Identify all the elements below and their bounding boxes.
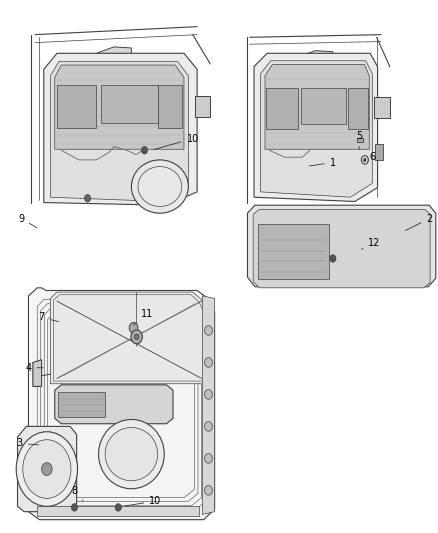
Text: 3: 3 xyxy=(17,439,39,448)
Polygon shape xyxy=(247,205,436,287)
Text: 8: 8 xyxy=(71,487,83,501)
Polygon shape xyxy=(375,144,383,160)
Circle shape xyxy=(330,255,336,262)
Polygon shape xyxy=(374,97,390,118)
Circle shape xyxy=(141,147,148,154)
Circle shape xyxy=(131,330,142,344)
Ellipse shape xyxy=(99,419,164,489)
Polygon shape xyxy=(55,65,184,149)
Circle shape xyxy=(16,432,78,506)
Text: 12: 12 xyxy=(362,238,381,249)
Text: 11: 11 xyxy=(134,310,153,325)
Text: 7: 7 xyxy=(39,312,59,322)
Polygon shape xyxy=(301,88,346,124)
Polygon shape xyxy=(158,85,182,128)
Ellipse shape xyxy=(131,160,188,213)
Polygon shape xyxy=(195,96,210,117)
Polygon shape xyxy=(53,295,205,381)
Circle shape xyxy=(205,486,212,495)
Circle shape xyxy=(364,158,366,161)
Polygon shape xyxy=(266,88,298,129)
Polygon shape xyxy=(265,64,369,149)
Circle shape xyxy=(129,322,138,333)
Circle shape xyxy=(205,422,212,431)
Circle shape xyxy=(205,358,212,367)
Text: 5: 5 xyxy=(356,131,362,149)
Polygon shape xyxy=(202,296,215,514)
Text: 6: 6 xyxy=(364,152,375,162)
Text: 10: 10 xyxy=(154,134,199,150)
Polygon shape xyxy=(50,61,188,201)
Polygon shape xyxy=(37,506,199,516)
Polygon shape xyxy=(33,360,42,386)
Polygon shape xyxy=(28,288,215,520)
Circle shape xyxy=(85,195,91,202)
Text: 10: 10 xyxy=(125,496,162,506)
Circle shape xyxy=(115,504,121,511)
Circle shape xyxy=(205,390,212,399)
Circle shape xyxy=(42,463,52,475)
Polygon shape xyxy=(261,61,372,197)
Ellipse shape xyxy=(105,427,158,481)
Polygon shape xyxy=(50,292,208,384)
Text: 2: 2 xyxy=(406,214,432,231)
Polygon shape xyxy=(57,85,96,128)
Polygon shape xyxy=(298,51,333,61)
Circle shape xyxy=(134,334,139,340)
Text: 4: 4 xyxy=(25,363,43,373)
Polygon shape xyxy=(357,138,363,142)
Polygon shape xyxy=(253,209,430,288)
Polygon shape xyxy=(101,85,158,123)
Text: 1: 1 xyxy=(309,158,336,167)
Polygon shape xyxy=(348,88,368,129)
Polygon shape xyxy=(18,426,77,512)
Polygon shape xyxy=(96,47,131,57)
Circle shape xyxy=(205,326,212,335)
Circle shape xyxy=(71,504,78,511)
Polygon shape xyxy=(258,224,328,279)
Polygon shape xyxy=(58,392,105,417)
Polygon shape xyxy=(55,385,173,424)
Polygon shape xyxy=(44,53,197,205)
Text: 9: 9 xyxy=(18,214,37,228)
Circle shape xyxy=(205,454,212,463)
Circle shape xyxy=(23,440,71,498)
Polygon shape xyxy=(254,53,378,201)
